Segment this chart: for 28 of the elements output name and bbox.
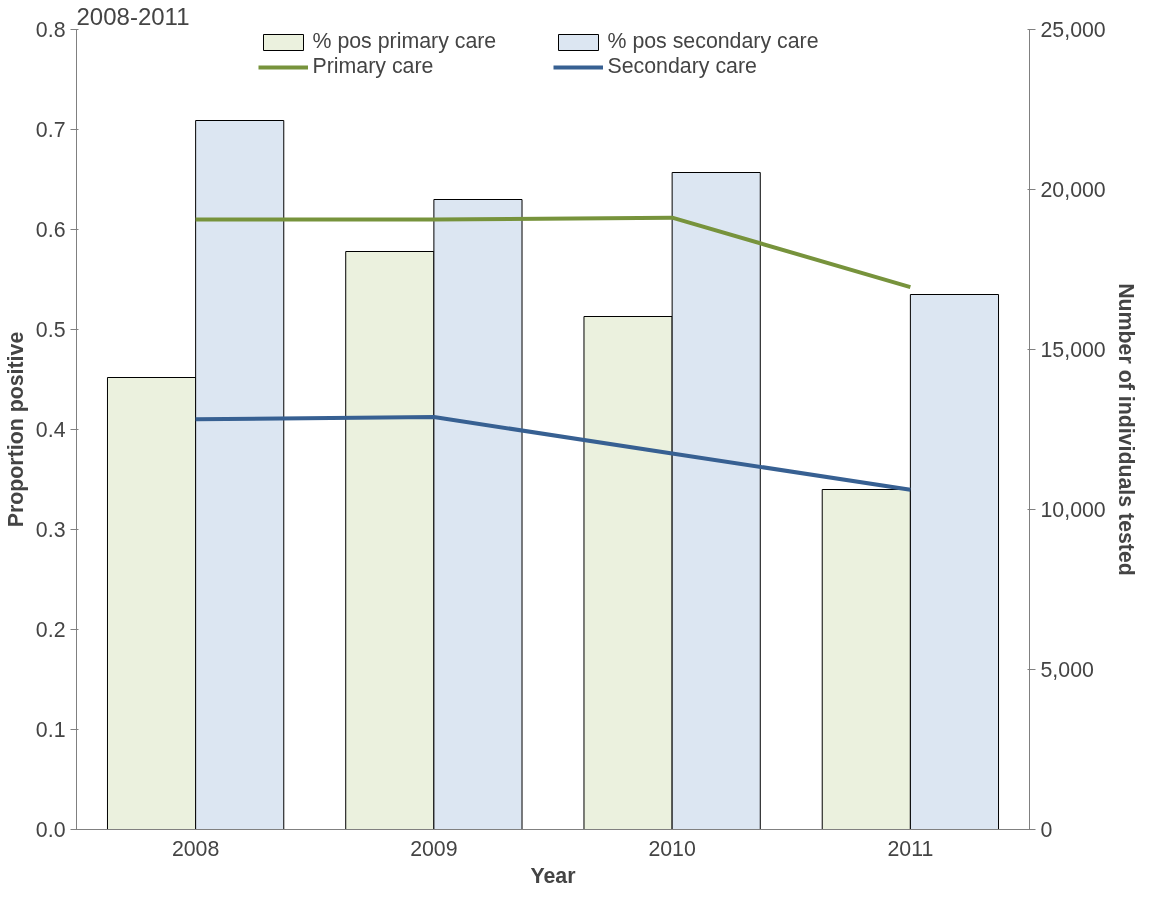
x-tick-label: 2008 (171, 836, 220, 861)
y2-axis-title: Number of individuals tested (1113, 283, 1138, 576)
y-tick-label: 0.0 (35, 818, 66, 842)
y-tick-label: 0.3 (35, 518, 66, 542)
y-tick-label: 0.7 (35, 118, 66, 142)
y-tick-label: 0.6 (35, 218, 66, 242)
y2-tick-label: 25,000 (1040, 18, 1106, 42)
y-tick-label: 0.8 (35, 18, 66, 42)
legend-label: % pos secondary care (607, 29, 820, 54)
y-axis-title: Proportion positive (3, 331, 28, 528)
y2-tick-label: 15,000 (1040, 338, 1106, 362)
legend-label: % pos primary care (312, 29, 498, 54)
chart-title: 2008-2011 (76, 2, 190, 30)
y2-tick-label: 20,000 (1040, 178, 1106, 202)
y2-tick-label: 5,000 (1040, 658, 1095, 682)
x-tick-label: 2011 (887, 836, 934, 861)
y-tick-label: 0.5 (35, 318, 66, 342)
line-series (193, 415, 913, 492)
x-tick-label: 2010 (648, 836, 696, 861)
y2-tick-label: 0 (1040, 818, 1053, 842)
x-tick-label: 2009 (410, 836, 458, 861)
y-tick-label: 0.4 (35, 418, 66, 442)
legend-label: Secondary care (607, 54, 758, 79)
legend-label: Primary care (312, 54, 435, 79)
x-axis-title: Year (530, 863, 576, 888)
y-tick-label: 0.2 (35, 618, 66, 642)
y2-tick-label: 10,000 (1040, 498, 1106, 522)
y-tick-label: 0.1 (35, 718, 66, 742)
